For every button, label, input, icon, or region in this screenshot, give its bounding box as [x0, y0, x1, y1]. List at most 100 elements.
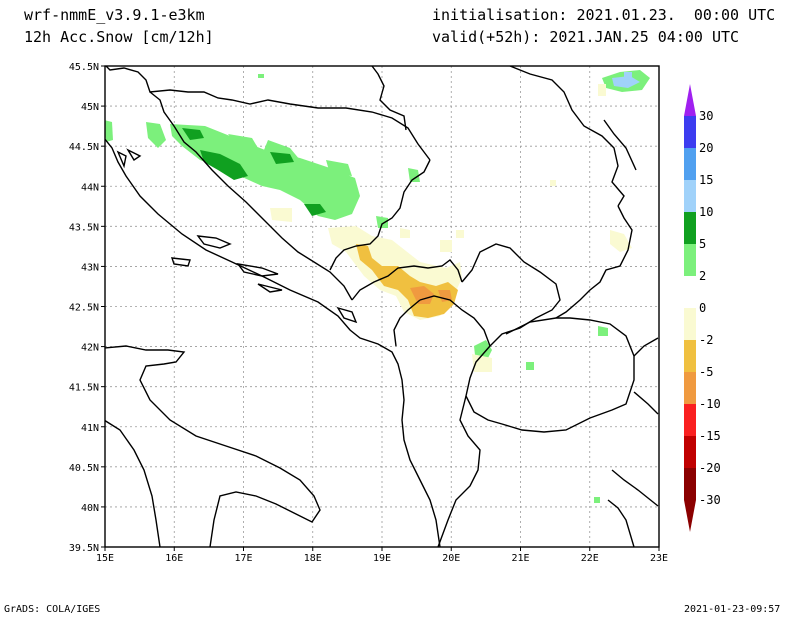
colorbar-label: 0 — [699, 301, 706, 315]
snow-area-paleyellow — [440, 240, 452, 252]
border-montenegro — [351, 259, 463, 301]
latitude-labels: 45.5N 45N 44.5N 44N 43.5N 43N 42.5N 42N 41.5N 41N… — [69, 62, 105, 554]
island — [170, 257, 191, 267]
colorbar-swatch — [684, 308, 696, 340]
snow-area-lightblue — [624, 72, 632, 78]
snow-area-darkgreen — [200, 150, 248, 180]
colorbar-swatch — [684, 148, 696, 180]
border-albania-kosovo — [419, 295, 491, 347]
border-macedonia — [465, 317, 635, 433]
colorbar-label: -5 — [699, 365, 713, 379]
snow-area-green — [146, 122, 166, 148]
valid-time: valid(+52h): 2021.JAN.25 04:00 UTC — [432, 28, 740, 46]
snow-area-darkgreen — [270, 152, 294, 164]
longitude-labels: 15E 16E 17E 18E 19E 20E 21E 22E 23E — [96, 547, 668, 564]
init-time: initialisation: 2021.01.23. 00:00 UTC — [432, 6, 776, 24]
snow-area-paleyellow — [598, 84, 606, 96]
colorbar-label: -2 — [699, 333, 713, 347]
snow-area-lightblue — [612, 76, 640, 88]
border-montenegro-albania — [393, 299, 421, 347]
border-bulgaria — [603, 119, 637, 171]
border-serbia-bulgaria — [555, 205, 633, 319]
island — [116, 150, 127, 169]
colorbar-swatch — [684, 436, 696, 468]
colorbar-swatch — [684, 180, 696, 212]
lon-label: 18E — [304, 553, 322, 564]
colorbar-label: -15 — [699, 429, 721, 443]
lat-label: 43.5N — [69, 222, 99, 233]
colorbar-swatch — [684, 116, 696, 148]
border-albania-greece — [437, 395, 481, 547]
lat-label: 41.5N — [69, 383, 99, 394]
colorbar-label: -10 — [699, 397, 721, 411]
lat-label: 42.5N — [69, 303, 99, 314]
model-title: wrf-nmmE_v3.9.1-e3km — [24, 6, 205, 24]
colorbar-label: 20 — [699, 141, 713, 155]
colorbar-label: 15 — [699, 173, 713, 187]
border-bosnia-east — [329, 159, 431, 271]
border-kosovo — [461, 243, 561, 347]
lon-label: 23E — [650, 553, 668, 564]
lat-label: 44.5N — [69, 142, 99, 153]
lon-label: 17E — [234, 553, 252, 564]
snow-area-green — [408, 168, 420, 182]
colorbar-label: -20 — [699, 461, 721, 475]
colorbar-label: 30 — [699, 109, 713, 123]
snow-area-green — [170, 124, 360, 220]
snow-area-green — [594, 497, 600, 503]
snow-area-green — [526, 362, 534, 370]
lon-label: 21E — [511, 553, 529, 564]
colorbar-bottom-arrow — [684, 500, 696, 532]
colorbar-label: -30 — [699, 493, 721, 507]
lon-label: 22E — [581, 553, 599, 564]
snow-area-green — [258, 74, 264, 78]
border-greece-macedonia — [633, 391, 659, 415]
colorbar-swatch — [684, 276, 696, 308]
coastline-italy — [105, 345, 321, 547]
snow-area-orange — [410, 286, 434, 304]
colorbar-swatch — [684, 244, 696, 276]
coastline-greece-2 — [607, 499, 635, 547]
lat-label: 39.5N — [69, 543, 99, 554]
island — [236, 263, 279, 277]
snow-area-green — [598, 326, 608, 336]
lon-label: 19E — [373, 553, 391, 564]
border-serbia-hungary — [371, 66, 407, 131]
lat-label: 44N — [81, 182, 99, 193]
border-greece-bulgaria — [633, 337, 659, 357]
snow-area-paleyellow — [472, 354, 492, 372]
island — [196, 235, 232, 249]
colorbar-label: 5 — [699, 237, 706, 251]
colorbar-swatch — [684, 212, 696, 244]
lon-label: 15E — [96, 553, 114, 564]
lat-label: 40.5N — [69, 463, 99, 474]
lon-label: 20E — [442, 553, 460, 564]
snow-area-green — [326, 160, 352, 176]
lat-label: 45.5N — [69, 62, 99, 73]
lat-label: 45N — [81, 102, 99, 113]
snow-area-paleyellow — [270, 208, 292, 222]
coastline-italy-south — [105, 419, 161, 547]
colorbar-top-arrow — [684, 84, 696, 116]
snow-area-paleyellow — [610, 230, 632, 252]
snow-field — [105, 70, 650, 503]
lon-label: 16E — [165, 553, 183, 564]
border-serbia-romania — [509, 66, 625, 207]
island — [126, 148, 142, 161]
snow-area-green — [228, 134, 258, 150]
snow-area-paleyellow — [456, 230, 464, 238]
border-bosnia-west — [149, 91, 353, 301]
snow-area-paleyellow — [550, 180, 556, 186]
coastline-adriatic-east — [105, 138, 441, 547]
footer-timestamp: 2021-01-23-09:57 — [684, 604, 781, 615]
snow-area-darkgreen — [304, 204, 326, 216]
snow-area-paleyellow — [400, 228, 410, 238]
snow-area-darkgreen — [182, 128, 204, 140]
lat-label: 43N — [81, 262, 99, 273]
lat-label: 40N — [81, 503, 99, 514]
colorbar-label: 2 — [699, 269, 706, 283]
colorbar-swatch — [684, 468, 696, 500]
island — [257, 283, 283, 293]
